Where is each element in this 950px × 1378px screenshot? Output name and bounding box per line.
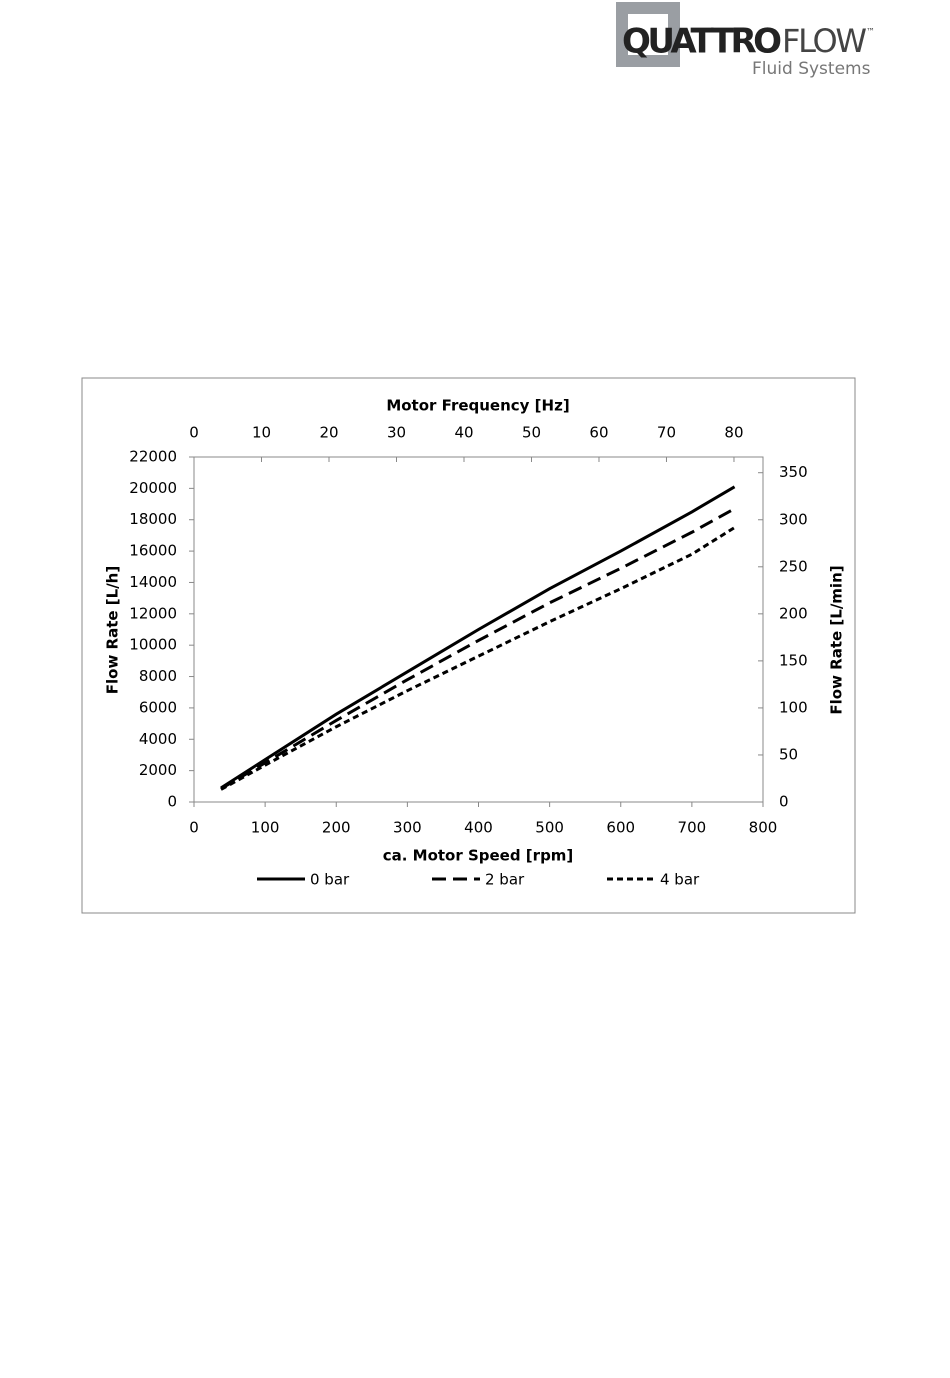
y-tick-label: 0 <box>167 793 177 811</box>
x2-tick-label: 60 <box>589 424 608 442</box>
x-tick-label: 600 <box>606 819 635 837</box>
y2-tick-label: 350 <box>779 463 808 481</box>
y2-axis-label: Flow Rate [L/min] <box>828 565 846 714</box>
logo-tm: ™ <box>866 28 875 38</box>
y2-tick-label: 300 <box>779 510 808 528</box>
legend-label: 4 bar <box>660 871 700 889</box>
x2-tick-label: 30 <box>387 424 406 442</box>
y2-tick-label: 250 <box>779 557 808 575</box>
logo-brand-bold: QUATTRO <box>622 22 782 62</box>
series-line <box>220 507 736 790</box>
y2-tick-label: 50 <box>779 745 798 763</box>
x-tick-label: 100 <box>251 819 280 837</box>
x2-tick-label: 0 <box>189 424 199 442</box>
y-tick-label: 8000 <box>139 667 177 685</box>
x2-axis-label: Motor Frequency [Hz] <box>386 397 569 415</box>
y-tick-label: 22000 <box>129 448 177 466</box>
x-tick-label: 400 <box>464 819 493 837</box>
logo-tagline: Fluid Systems <box>752 59 871 79</box>
x2-tick-label: 80 <box>724 424 743 442</box>
y-tick-label: 4000 <box>139 730 177 748</box>
x-tick-label: 0 <box>189 819 199 837</box>
y-tick-label: 2000 <box>139 761 177 779</box>
chart-frame <box>81 377 856 914</box>
x-tick-label: 300 <box>393 819 422 837</box>
y-tick-label: 18000 <box>129 510 177 528</box>
y-axis-label: Flow Rate [L/h] <box>104 566 122 694</box>
y2-tick-label: 0 <box>779 793 789 811</box>
x-tick-label: 700 <box>678 819 707 837</box>
y2-tick-label: 150 <box>779 651 808 669</box>
y-tick-label: 14000 <box>129 573 177 591</box>
x-tick-label: 800 <box>749 819 778 837</box>
y-tick-label: 6000 <box>139 698 177 716</box>
x2-tick-label: 10 <box>252 424 271 442</box>
x-axis-label: ca. Motor Speed [rpm] <box>383 847 574 865</box>
series-line <box>220 526 736 791</box>
x2-tick-label: 40 <box>454 424 473 442</box>
series-line <box>220 485 736 790</box>
legend-label: 2 bar <box>485 871 525 889</box>
legend-label: 0 bar <box>310 871 350 889</box>
logo-brand-light: FLOW <box>782 22 867 60</box>
y-tick-label: 16000 <box>129 542 177 560</box>
y-tick-label: 20000 <box>129 479 177 497</box>
logo-mark-inner <box>628 14 668 55</box>
logo: QUATTRO FLOW ™ Fluid Systems <box>616 2 875 79</box>
x2-tick-label: 20 <box>319 424 338 442</box>
x2-tick-label: 50 <box>522 424 541 442</box>
x2-tick-label: 70 <box>657 424 676 442</box>
x-tick-label: 200 <box>322 819 351 837</box>
y2-tick-label: 100 <box>779 698 808 716</box>
y-tick-label: 12000 <box>129 604 177 622</box>
x-tick-label: 500 <box>535 819 564 837</box>
y-tick-label: 10000 <box>129 636 177 654</box>
y2-tick-label: 200 <box>779 604 808 622</box>
